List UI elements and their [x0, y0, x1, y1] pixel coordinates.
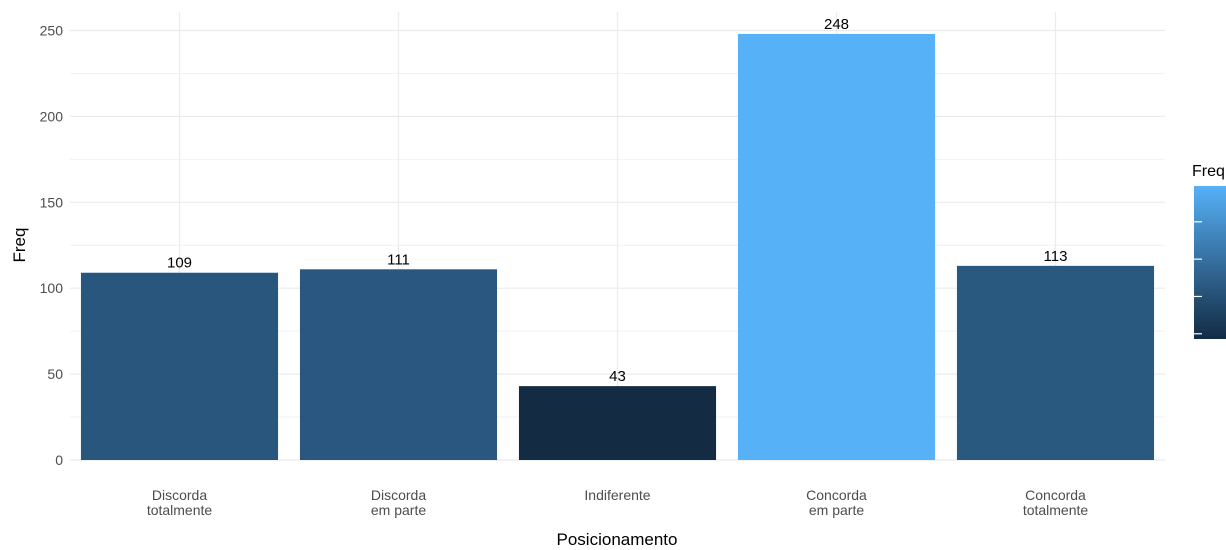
bar [80, 272, 279, 460]
bar [956, 265, 1155, 460]
legend-colorbar [1194, 186, 1226, 339]
x-tick-label: Indiferente [584, 487, 650, 503]
y-tick-label: 250 [40, 23, 64, 39]
legend-colorbar-ticks [1194, 221, 1202, 335]
y-tick-label: 50 [47, 366, 63, 382]
y-tick-label: 100 [40, 280, 64, 296]
data-label: 43 [609, 368, 626, 385]
data-label: 113 [1044, 248, 1068, 265]
bar [299, 269, 498, 460]
legend-title: Freq [1192, 163, 1225, 180]
x-tick-label: Discorda totalmente [147, 487, 213, 518]
y-axis-title: Freq [10, 228, 29, 263]
legend: Freq [1192, 163, 1226, 339]
data-label: 109 [167, 255, 192, 272]
data-label: 248 [824, 16, 849, 33]
y-axis-ticks: 0 50 100 150 200 250 [40, 23, 64, 469]
data-labels: 109 111 43 248 113 [167, 16, 1067, 385]
x-axis-ticks: Discorda totalmente Discorda em parte Indife… [147, 487, 1089, 518]
y-tick-label: 150 [40, 194, 64, 210]
x-tick-label: Concorda totalmente [1023, 487, 1089, 518]
bar [518, 386, 717, 460]
y-tick-label: 200 [40, 108, 64, 124]
x-tick-label: Discorda em parte [371, 487, 426, 518]
x-tick-label: Concorda em parte [806, 487, 867, 518]
bars [80, 33, 1155, 460]
y-tick-label: 0 [55, 452, 63, 468]
bar [737, 33, 936, 460]
x-axis-title: Posicionamento [557, 530, 678, 549]
data-label: 111 [387, 251, 410, 268]
